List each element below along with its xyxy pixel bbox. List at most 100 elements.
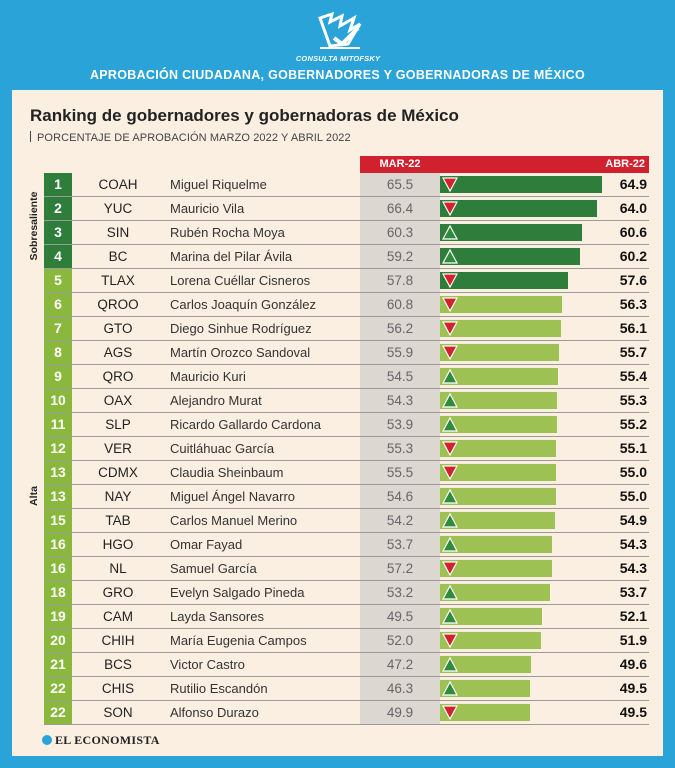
rank-badge: 22 xyxy=(44,677,72,700)
abr-value: 49.5 xyxy=(619,680,647,696)
governor-name: Carlos Joaquín González xyxy=(170,297,316,312)
approval-bar xyxy=(440,656,531,673)
table-row: 11 SLP Ricardo Gallardo Cardona 53.9 55.2 xyxy=(44,413,649,437)
table-row: 2 YUC Mauricio Vila 66.4 64.0 xyxy=(44,197,649,221)
governor-name: Cuitláhuac García xyxy=(170,441,275,456)
globe-icon xyxy=(42,735,52,745)
approval-bar xyxy=(440,344,559,361)
abr-value: 55.2 xyxy=(619,416,647,432)
trend-down-icon xyxy=(442,633,458,648)
state-code: AGS xyxy=(103,345,133,360)
rank-badge: 21 xyxy=(44,653,72,676)
approval-bar xyxy=(440,512,556,529)
approval-bar xyxy=(440,416,557,433)
mar-value: 55.3 xyxy=(386,441,414,456)
approval-bar xyxy=(440,440,557,457)
governor-name: Carlos Manuel Merino xyxy=(170,513,298,528)
trend-down-icon xyxy=(442,465,458,480)
governor-name: Lorena Cuéllar Cisneros xyxy=(170,273,311,288)
trend-up-icon xyxy=(442,249,458,264)
table-row: 10 OAX Alejandro Murat 54.3 55.3 xyxy=(44,389,649,413)
trend-up-icon xyxy=(442,681,458,696)
approval-bar xyxy=(440,248,580,265)
abr-value: 49.5 xyxy=(619,704,647,720)
state-code: CHIS xyxy=(101,681,135,696)
chart-subtitle: PORCENTAJE DE APROBACIÓN MARZO 2022 Y AB… xyxy=(30,131,351,144)
table-row: 12 VER Cuitláhuac García 55.3 55.1 xyxy=(44,437,649,461)
abr-value: 51.9 xyxy=(619,632,647,648)
trend-down-icon xyxy=(442,441,458,456)
rank-badge: 22 xyxy=(44,701,72,724)
mar-value: 66.4 xyxy=(386,201,414,216)
table-row: 5 TLAX Lorena Cuéllar Cisneros 57.8 57.6 xyxy=(44,269,649,293)
trend-down-icon xyxy=(442,201,458,216)
table-row: 7 GTO Diego Sinhue Rodríguez 56.2 56.1 xyxy=(44,317,649,341)
mar-value: 46.3 xyxy=(386,681,414,696)
approval-bar xyxy=(440,368,558,385)
table-row: 4 BC Marina del Pilar Ávila 59.2 60.2 xyxy=(44,245,649,269)
rank-badge: 8 xyxy=(44,341,72,364)
table-row: 13 CDMX Claudia Sheinbaum 55.5 55.0 xyxy=(44,461,649,485)
rank-badge: 7 xyxy=(44,317,72,340)
rank-badge: 13 xyxy=(44,461,72,484)
mar-value: 59.2 xyxy=(386,249,414,264)
abr-value: 52.1 xyxy=(619,608,647,624)
table-row: 8 AGS Martín Orozco Sandoval 55.9 55.7 xyxy=(44,341,649,365)
governor-name: Omar Fayad xyxy=(170,537,243,552)
trend-up-icon xyxy=(442,225,458,240)
table-row: 22 SON Alfonso Durazo 49.9 49.5 xyxy=(44,701,649,725)
rank-badge: 4 xyxy=(44,245,72,268)
trend-up-icon xyxy=(442,657,458,672)
abr-value: 54.3 xyxy=(619,536,647,552)
rank-badge: 6 xyxy=(44,293,72,316)
approval-bar xyxy=(440,680,531,697)
mar-value: 57.8 xyxy=(386,273,414,288)
table-row: 16 NL Samuel García 57.2 54.3 xyxy=(44,557,649,581)
governor-name: Samuel García xyxy=(170,561,257,576)
trend-up-icon xyxy=(442,369,458,384)
abr-value: 56.3 xyxy=(619,296,647,312)
column-header-abr: ABR-22 xyxy=(440,156,649,173)
consulta-mitofsky-logo-icon xyxy=(318,11,362,49)
approval-bar xyxy=(440,272,568,289)
governor-name: Alejandro Murat xyxy=(170,393,262,408)
abr-value: 55.0 xyxy=(619,464,647,480)
mar-column-background xyxy=(360,173,440,725)
approval-bar xyxy=(440,320,561,337)
state-code: CHIH xyxy=(101,633,135,648)
state-code: COAH xyxy=(98,177,138,192)
governor-name: Claudia Sheinbaum xyxy=(170,465,284,480)
rank-badge: 15 xyxy=(44,509,72,532)
abr-value: 55.7 xyxy=(619,344,647,360)
rank-badge: 12 xyxy=(44,437,72,460)
approval-bar xyxy=(440,560,553,577)
abr-value: 55.1 xyxy=(619,440,647,456)
rank-badge: 5 xyxy=(44,269,72,292)
mar-value: 54.6 xyxy=(386,489,414,504)
state-code: NL xyxy=(109,561,127,576)
mar-value: 49.5 xyxy=(386,609,414,624)
abr-value: 54.9 xyxy=(619,512,647,528)
ranking-panel: Ranking de gobernadores y gobernadoras d… xyxy=(12,90,663,756)
approval-bar xyxy=(440,200,598,217)
state-code: SIN xyxy=(106,225,130,240)
approval-bar xyxy=(440,488,556,505)
rank-badge: 1 xyxy=(44,173,72,196)
table-row: 19 CAM Layda Sansores 49.5 52.1 xyxy=(44,605,649,629)
mar-value: 49.9 xyxy=(386,705,414,720)
abr-value: 55.0 xyxy=(619,488,647,504)
trend-up-icon xyxy=(442,417,458,432)
mar-value: 54.2 xyxy=(386,513,414,528)
ranking-table: 1 COAH Miguel Riquelme 65.5 64.9 2 YUC Mauricio… xyxy=(44,173,649,725)
abr-value: 49.6 xyxy=(619,656,647,672)
state-code: BCS xyxy=(104,657,132,672)
table-row: 18 GRO Evelyn Salgado Pineda 53.2 53.7 xyxy=(44,581,649,605)
mar-value: 53.9 xyxy=(386,417,414,432)
rank-badge: 18 xyxy=(44,581,72,604)
mar-value: 56.2 xyxy=(386,321,414,336)
table-row: 16 HGO Omar Fayad 53.7 54.3 xyxy=(44,533,649,557)
trend-down-icon xyxy=(442,705,458,720)
header-banner: CONSULTA MITOFSKY APROBACIÓN CIUDADANA, … xyxy=(0,0,675,90)
trend-down-icon xyxy=(442,177,458,192)
state-code: CAM xyxy=(103,609,133,624)
